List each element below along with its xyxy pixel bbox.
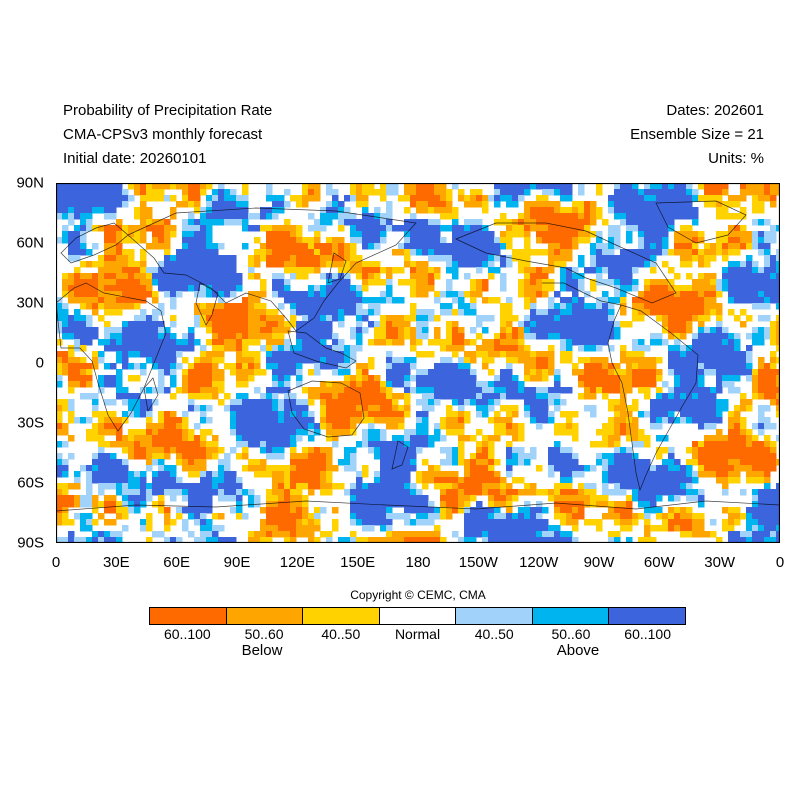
probability-field bbox=[56, 183, 780, 543]
lon-tick-label: 30E bbox=[102, 554, 130, 571]
lon-tick-label: 60E bbox=[163, 554, 191, 571]
legend-swatch bbox=[303, 608, 380, 624]
model-name: CMA-CPSv3 monthly forecast bbox=[63, 126, 263, 143]
lon-tick-label: 150W bbox=[458, 554, 498, 571]
legend-label: 60..100 bbox=[624, 626, 671, 642]
coast-japan bbox=[327, 252, 347, 284]
copyright-notice: Copyright © CEMC, CMA bbox=[350, 588, 486, 602]
coastlines bbox=[56, 200, 780, 512]
lat-tick-label: 0 bbox=[35, 354, 44, 372]
coast-new-zealand bbox=[391, 440, 409, 470]
coast-india bbox=[195, 282, 219, 326]
lon-tick-label: 60W bbox=[643, 554, 675, 571]
lat-tick-label: 90S bbox=[17, 534, 44, 552]
coast-south-america bbox=[607, 304, 699, 492]
legend-swatch bbox=[150, 608, 227, 624]
coast-greenland bbox=[655, 200, 747, 244]
ensemble-size: Ensemble Size = 21 bbox=[630, 126, 764, 143]
legend-label: 50..60 bbox=[244, 626, 284, 642]
lon-tick-label: 120E bbox=[279, 554, 315, 571]
legend-swatch bbox=[532, 608, 610, 624]
chart-title: Probability of Precipitation Rate bbox=[63, 102, 273, 119]
initial-date: Initial date: 20260101 bbox=[63, 150, 207, 167]
legend-swatch bbox=[456, 608, 533, 624]
forecast-dates: Dates: 202601 bbox=[666, 102, 764, 119]
lon-tick-label: 150E bbox=[340, 554, 376, 571]
legend-group-above: Above bbox=[556, 642, 600, 659]
map-border bbox=[56, 183, 780, 543]
lat-tick-label: 90N bbox=[16, 174, 44, 192]
lon-tick-label: 0 bbox=[51, 554, 61, 571]
lat-tick-label: 30N bbox=[16, 294, 44, 312]
coast-central-america bbox=[542, 282, 622, 306]
lon-tick-label: 90W bbox=[583, 554, 615, 571]
legend-label: 50..60 bbox=[551, 626, 591, 642]
lat-tick-label: 30S bbox=[17, 414, 44, 432]
coast-north-america bbox=[455, 222, 677, 304]
coast-antarctica bbox=[56, 500, 780, 512]
coast-madagascar bbox=[143, 377, 159, 412]
lon-tick-label: 120W bbox=[519, 554, 559, 571]
map-canvas bbox=[56, 183, 780, 543]
probability-legend bbox=[149, 607, 686, 625]
coast-maritime bbox=[287, 330, 357, 369]
legend-group-below: Below bbox=[241, 642, 283, 659]
coast-australia bbox=[287, 380, 365, 438]
coast-asia bbox=[127, 207, 417, 332]
probability-map bbox=[56, 183, 780, 543]
chart-info-block: Dates: 202601 Ensemble Size = 21 Units: … bbox=[630, 99, 764, 171]
legend-label: Normal bbox=[394, 626, 441, 642]
legend-swatch bbox=[379, 608, 457, 624]
chart-title-block: Probability of Precipitation Rate CMA-CP… bbox=[63, 99, 272, 171]
legend-label: 60..100 bbox=[163, 626, 211, 642]
lat-tick-label: 60S bbox=[17, 474, 44, 492]
lon-tick-label: 180 bbox=[405, 554, 431, 571]
lon-tick-label: 90E bbox=[223, 554, 251, 571]
legend-swatch bbox=[226, 608, 304, 624]
legend-label: 40..50 bbox=[321, 626, 361, 642]
lon-tick-label: 30W bbox=[704, 554, 736, 571]
legend-swatch bbox=[609, 608, 686, 624]
lon-tick-label: 0 bbox=[775, 554, 785, 571]
units-label: Units: % bbox=[708, 150, 764, 167]
legend-label: 40..50 bbox=[474, 626, 514, 642]
lat-tick-label: 60N bbox=[16, 234, 44, 252]
